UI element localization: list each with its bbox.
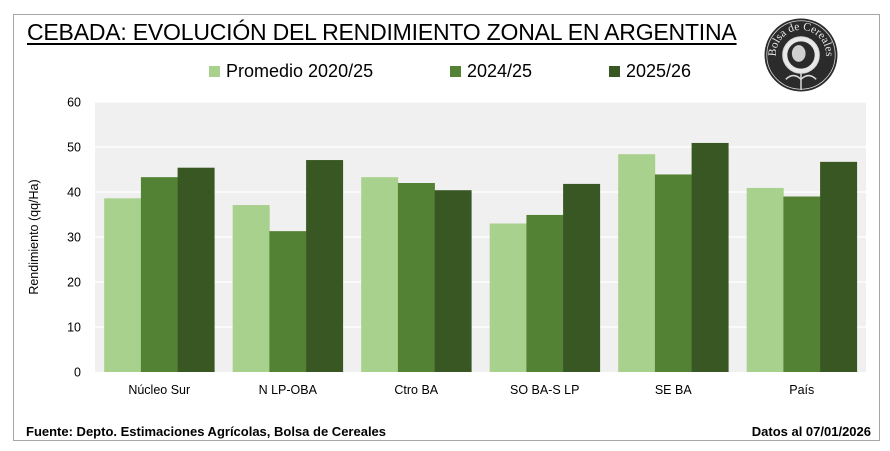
legend-item-promedio: Promedio 2020/25 (209, 60, 373, 82)
bar-2024-25 (397, 183, 435, 372)
x-tick-label: SE BA (655, 383, 692, 397)
legend-item-2024-25: 2024/25 (450, 60, 532, 82)
bar-promedio (104, 198, 142, 372)
x-tick-label: País (789, 383, 814, 397)
bar-2025-26 (563, 183, 601, 372)
bolsa-de-cereales-seal-icon: Bolsa de Cereales (764, 18, 838, 92)
chart-title: CEBADA: EVOLUCIÓN DEL RENDIMIENTO ZONAL … (27, 19, 737, 45)
legend-swatch (609, 65, 620, 77)
bar-promedio (618, 154, 656, 372)
legend-swatch (450, 65, 461, 77)
bar-2025-26 (820, 161, 858, 372)
gridlines (95, 101, 866, 328)
bar-promedio (361, 177, 399, 372)
y-tick-label: 50 (67, 141, 81, 155)
bar-2025-26 (177, 167, 215, 372)
y-tick-label: 0 (74, 366, 81, 380)
bar-2024-25 (654, 174, 692, 372)
bar-2024-25 (783, 196, 821, 372)
x-tick-label: SO BA-S LP (510, 383, 579, 397)
bar-2024-25 (269, 231, 307, 372)
bar-2024-25 (140, 177, 178, 372)
x-tick-label: Ctro BA (394, 383, 438, 397)
bar-promedio (746, 187, 784, 372)
bars (104, 142, 858, 372)
y-tick-label: 20 (67, 276, 81, 290)
x-tick-label: N LP-OBA (259, 383, 318, 397)
y-tick-label: 40 (67, 186, 81, 200)
y-tick-label: 30 (67, 231, 81, 245)
x-tick-label: Núcleo Sur (128, 383, 190, 397)
y-axis-ticks: 0 10 20 30 40 50 60 (67, 96, 81, 380)
date-note: Datos al 07/01/2026 (751, 424, 871, 439)
legend-swatch (209, 65, 220, 77)
y-axis-label: Rendimiento (qq/Ha) (27, 179, 41, 294)
bar-2025-26 (434, 190, 472, 372)
legend-label: 2025/26 (626, 60, 692, 81)
bar-promedio (232, 205, 270, 372)
x-axis-ticks: Núcleo Sur N LP-OBA Ctro BA SO BA-S LP SE BA… (128, 383, 814, 397)
legend-label: Promedio 2020/25 (226, 60, 374, 81)
bar-2025-26 (306, 160, 344, 372)
bar-promedio (489, 223, 527, 372)
bar-2024-25 (526, 214, 564, 372)
bar-2025-26 (691, 142, 729, 372)
y-tick-label: 60 (67, 96, 81, 110)
source-note: Fuente: Depto. Estimaciones Agrícolas, B… (26, 424, 387, 439)
legend-label: 2024/25 (467, 60, 533, 81)
y-tick-label: 10 (67, 321, 81, 335)
legend-item-2025-26: 2025/26 (609, 60, 691, 82)
